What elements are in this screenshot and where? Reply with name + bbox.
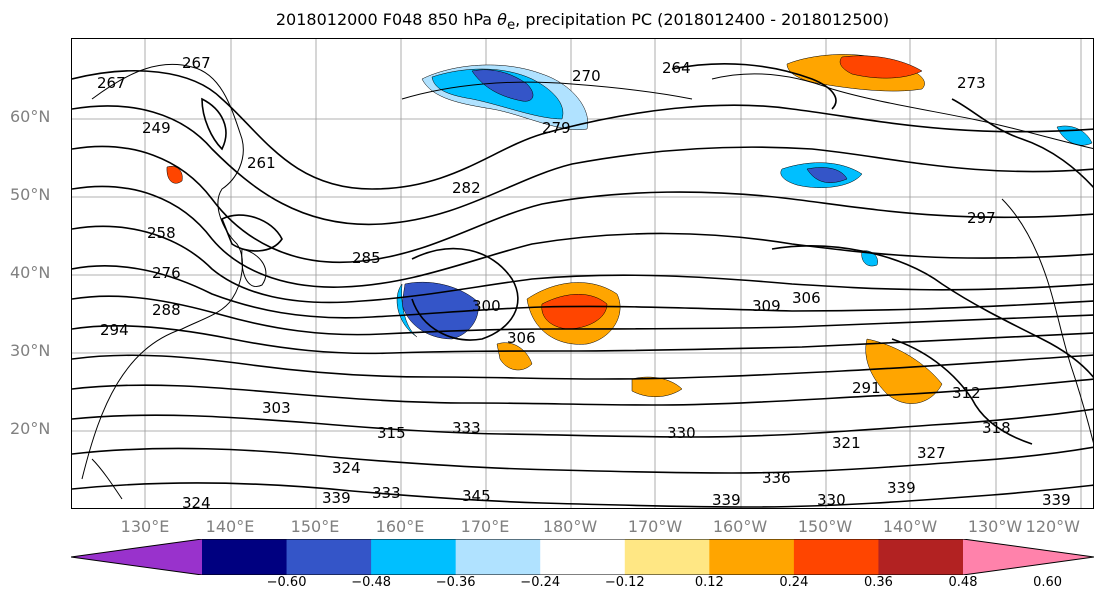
colorbar-segment — [455, 539, 541, 575]
contour-label: 318 — [982, 419, 1011, 437]
contour-label: 315 — [377, 424, 406, 442]
coastlines — [81, 63, 1093, 500]
contour-label: 267 — [182, 54, 211, 72]
contour-label: 336 — [762, 469, 791, 487]
contour-label: 330 — [667, 424, 696, 442]
contour-label: 339 — [712, 491, 741, 509]
colorbar-tick-label: −0.12 — [604, 575, 645, 590]
lat-label-60n: 60°N — [10, 107, 51, 126]
contour-label: 285 — [352, 249, 381, 267]
contour-label: 297 — [967, 209, 996, 227]
contour-label: 306 — [507, 329, 536, 347]
colorbar-extend-low — [71, 539, 202, 575]
lon-label-150w: 150°W — [797, 517, 853, 536]
colorbar-tick-label: 0.60 — [1033, 575, 1063, 590]
contour-label: 321 — [832, 434, 861, 452]
colorbar-segment — [709, 539, 795, 575]
colorbar-tick-label: −0.36 — [435, 575, 476, 590]
contour-label: 324 — [332, 459, 361, 477]
contour-label: 306 — [792, 289, 821, 307]
contour-label: 294 — [100, 321, 129, 339]
lon-label-170e: 170°E — [460, 517, 510, 536]
lon-label-130w: 130°W — [967, 517, 1023, 536]
contour-label: 327 — [917, 444, 946, 462]
contour-label: 267 — [97, 74, 126, 92]
precip-shading — [166, 54, 1093, 404]
lon-label-130e: 130°E — [120, 517, 170, 536]
contour-label: 333 — [372, 484, 401, 502]
colorbar — [71, 539, 1094, 575]
lon-label-140e: 140°E — [205, 517, 255, 536]
colorbar-segment — [371, 539, 457, 575]
lon-label-160e: 160°E — [375, 517, 425, 536]
lat-label-30n: 30°N — [10, 341, 51, 360]
lon-label-120w: 120°W — [1025, 517, 1080, 536]
contour-label: 264 — [662, 59, 691, 77]
contour-label: 303 — [262, 399, 291, 417]
contour-label: 288 — [152, 301, 181, 319]
contour-label: 339 — [1042, 491, 1071, 509]
figure-title: 2018012000 F048 850 hPa θe, precipitatio… — [275, 10, 890, 34]
lon-label-160w: 160°W — [712, 517, 768, 536]
lon-label-140w: 140°W — [882, 517, 938, 536]
colorbar-tick-label: 0.12 — [694, 575, 724, 590]
colorbar-segment — [540, 539, 626, 575]
contour-label: 282 — [452, 179, 481, 197]
theta-e-contours — [72, 63, 1093, 508]
contour-label: 258 — [147, 224, 176, 242]
contour-label: 345 — [462, 487, 491, 505]
contour-label: 333 — [452, 419, 481, 437]
contour-label: 279 — [542, 119, 571, 137]
contour-label: 312 — [952, 384, 981, 402]
map-canvas — [72, 39, 1093, 508]
colorbar-segment — [878, 539, 964, 575]
lat-label-40n: 40°N — [10, 263, 51, 282]
contour-label: 300 — [472, 297, 501, 315]
colorbar-tick-label: −0.24 — [520, 575, 561, 590]
colorbar-tick-label: −0.60 — [266, 575, 307, 590]
colorbar-tick-label: 0.24 — [779, 575, 809, 590]
contour-label: 273 — [957, 74, 986, 92]
contour-label: 291 — [852, 379, 881, 397]
lon-label-170w: 170°W — [627, 517, 683, 536]
contour-label: 309 — [752, 297, 781, 315]
contour-label: 339 — [322, 489, 351, 507]
contour-label: 339 — [887, 479, 916, 497]
colorbar-tick-label: 0.48 — [948, 575, 978, 590]
lat-label-50n: 50°N — [10, 185, 51, 204]
lat-label-20n: 20°N — [10, 419, 51, 438]
colorbar-extend-high — [963, 539, 1094, 575]
lon-label-180w: 180°W — [542, 517, 598, 536]
colorbar-segment — [624, 539, 710, 575]
contour-label: 261 — [247, 154, 276, 172]
lon-label-150e: 150°E — [290, 517, 340, 536]
contour-label: 270 — [572, 67, 601, 85]
contour-label: 324 — [182, 494, 211, 509]
map-panel: 267 267 249 264 270 273 279 261 282 258 276 288 294 2… — [71, 38, 1094, 509]
contour-label: 276 — [152, 264, 181, 282]
colorbar-segment — [793, 539, 879, 575]
contour-label: 330 — [817, 491, 846, 509]
colorbar-tick-label: −0.48 — [351, 575, 392, 590]
contour-label: 249 — [142, 119, 171, 137]
colorbar-tick-label: 0.36 — [863, 575, 893, 590]
colorbar-segment — [202, 539, 288, 575]
colorbar-segment — [286, 539, 372, 575]
